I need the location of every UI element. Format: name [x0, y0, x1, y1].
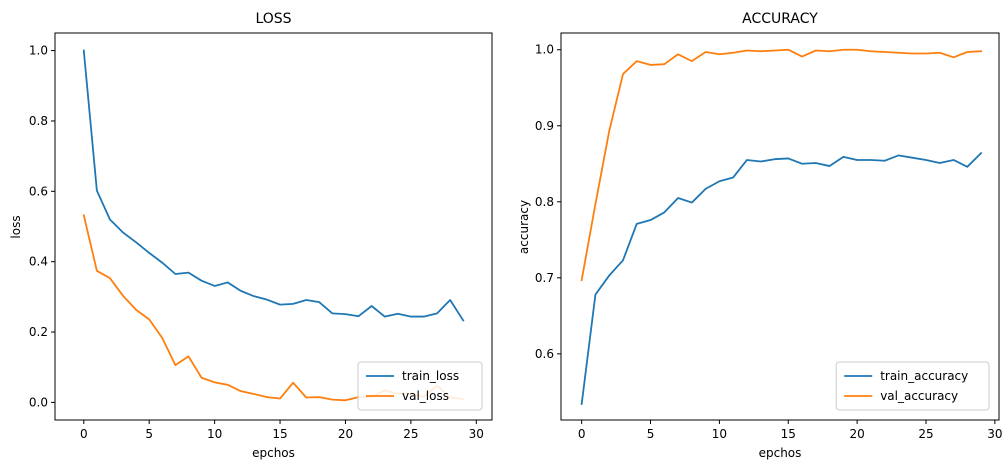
accuracy-chart-legend: train_accuracy val_accuracy — [835, 361, 990, 411]
accuracy-chart-y-tick-label: 0.8 — [535, 195, 554, 209]
loss-chart-legend-box — [357, 361, 483, 411]
accuracy-chart-x-tick-label: 10 — [712, 427, 727, 441]
loss-chart-x-tick-label: 10 — [207, 427, 222, 441]
loss-chart-legend-label: train_loss — [402, 369, 459, 383]
accuracy-chart-title: ACCURACY — [742, 11, 818, 27]
loss-chart-legend: train_loss val_loss — [357, 361, 483, 411]
loss-chart-xlabel: epchos — [252, 446, 295, 460]
loss-chart-x-tick-label: 20 — [338, 427, 353, 441]
accuracy-chart-x-tick-label: 25 — [918, 427, 933, 441]
loss-chart-y-tick-label: 0.4 — [29, 255, 48, 269]
accuracy-chart-x-tick-label: 20 — [849, 427, 864, 441]
accuracy-chart-x-tick-label: 30 — [987, 427, 1002, 441]
loss-chart-ylabel: loss — [9, 215, 23, 238]
loss-chart-legend-label: val_loss — [402, 389, 449, 403]
loss-chart-axes-frame — [54, 32, 493, 421]
accuracy-chart-legend-label: val_accuracy — [880, 389, 958, 403]
accuracy-chart-legend-box — [835, 361, 990, 411]
loss-chart-y-tick-label: 0.6 — [29, 184, 48, 198]
accuracy-chart-x-tick-label: 5 — [647, 427, 655, 441]
accuracy-chart-y-tick-label: 0.9 — [535, 119, 554, 133]
accuracy-chart-axes-frame — [560, 32, 1000, 421]
accuracy-chart-x-tick-label: 15 — [781, 427, 796, 441]
accuracy-chart-series-val-accuracy — [580, 48, 983, 282]
loss-chart-x-tick-label: 15 — [272, 427, 287, 441]
accuracy-chart-ylabel: accuracy — [517, 200, 531, 254]
loss-chart-y-tick-label: 1.0 — [29, 44, 48, 58]
accuracy-chart-legend-label: train_accuracy — [880, 369, 968, 383]
accuracy-chart-x-tick-label: 0 — [578, 427, 586, 441]
accuracy-chart-y-tick-label: 1.0 — [535, 43, 554, 57]
accuracy-chart: ACCURACY epchos accuracy 0 5 10 15 20 25 30 0.6… — [517, 11, 1003, 460]
loss-chart-y-tick-label: 0.0 — [29, 395, 48, 409]
accuracy-chart-y-tick-label: 0.6 — [535, 347, 554, 361]
loss-chart-x-tick-label: 0 — [80, 427, 88, 441]
loss-chart-y-tick-label: 0.8 — [29, 114, 48, 128]
accuracy-chart-series-train-accuracy — [580, 151, 983, 406]
loss-chart-series-train-loss — [82, 49, 465, 322]
loss-chart-title: LOSS — [255, 11, 291, 27]
accuracy-chart-xlabel: epchos — [759, 446, 802, 460]
loss-chart: LOSS epchos loss 0 5 10 15 20 25 30 0.0 0.2 0.4 0.… — [9, 11, 493, 460]
loss-chart-x-tick-label: 30 — [469, 427, 484, 441]
loss-chart-x-tick-label: 25 — [403, 427, 418, 441]
loss-chart-y-tick-label: 0.2 — [29, 325, 48, 339]
loss-chart-x-tick-label: 5 — [145, 427, 153, 441]
accuracy-chart-y-tick-label: 0.7 — [535, 271, 554, 285]
